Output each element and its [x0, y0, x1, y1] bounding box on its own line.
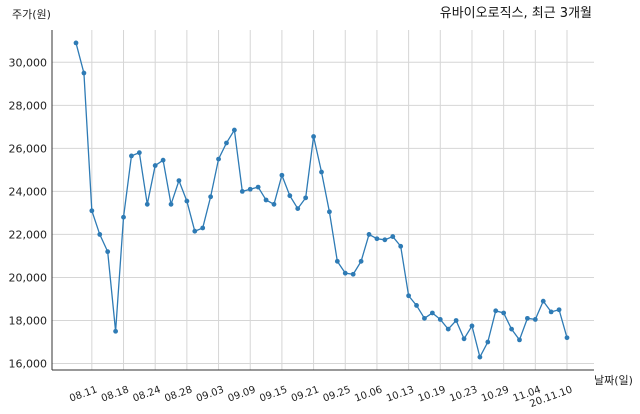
y-tick-label: 26,000 — [9, 142, 48, 155]
data-point — [247, 186, 253, 192]
data-point — [461, 336, 467, 342]
chart-title: 유바이오로직스, 최근 3개월 — [440, 6, 592, 21]
data-point — [216, 156, 221, 162]
data-point — [422, 315, 427, 321]
x-tick-label: 09.25 — [322, 384, 353, 404]
data-point — [493, 308, 499, 314]
data-point — [525, 315, 530, 321]
data-point — [406, 293, 412, 299]
data-point — [239, 188, 245, 194]
data-point — [358, 258, 364, 264]
axes — [51, 30, 594, 371]
data-point — [224, 140, 229, 146]
x-tick-label: 10.29 — [480, 384, 511, 404]
y-tick-label: 16,000 — [9, 358, 48, 371]
data-point — [73, 40, 79, 46]
y-tick-label: 18,000 — [9, 315, 48, 328]
data-point — [342, 270, 348, 276]
grid — [52, 30, 594, 370]
x-tick-label: 09.09 — [227, 384, 258, 404]
data-point — [517, 337, 522, 343]
x-axis-title: 날짜(일) — [594, 373, 633, 387]
data-point — [414, 303, 419, 308]
y-tick-label: 28,000 — [9, 99, 48, 112]
data-point — [231, 127, 237, 133]
y-axis-title: 주가(원) — [12, 8, 51, 21]
x-tick-label: 09.15 — [258, 384, 289, 404]
data-point — [97, 232, 103, 237]
y-tick-label: 22,000 — [9, 228, 48, 241]
data-point — [144, 201, 150, 207]
data-point — [429, 310, 435, 316]
data-point — [453, 318, 459, 323]
data-point — [469, 323, 475, 329]
data-point — [113, 328, 118, 334]
data-point — [263, 197, 269, 203]
data-point — [485, 339, 491, 345]
tick-labels: 16,000 18,000 20,000 22,000 24,000 26,000 28,0… — [9, 56, 575, 410]
data-point — [564, 335, 570, 341]
data-point — [350, 271, 356, 277]
data-point — [540, 298, 546, 304]
data-point — [105, 249, 111, 255]
data-point — [287, 193, 293, 199]
data-point — [152, 163, 158, 168]
data-point — [548, 309, 554, 315]
data-point — [192, 228, 198, 234]
data-point — [160, 157, 166, 163]
data-point — [121, 214, 126, 220]
data-point — [255, 184, 261, 190]
series-line — [75, 42, 568, 359]
data-point — [445, 326, 451, 332]
y-tick-label: 24,000 — [9, 185, 48, 198]
y-tick-label: 30,000 — [9, 56, 48, 69]
data-point — [477, 354, 483, 360]
data-point — [366, 232, 372, 237]
data-point — [398, 243, 404, 249]
data-point — [509, 326, 514, 332]
data-point — [334, 258, 340, 264]
data-point — [176, 178, 182, 184]
data-point — [390, 234, 396, 239]
x-tick-label: 10.13 — [385, 384, 416, 404]
data-point — [208, 194, 214, 200]
data-point — [136, 150, 142, 156]
data-point — [303, 195, 309, 201]
data-point — [129, 153, 134, 159]
data-point — [556, 307, 562, 313]
data-point — [89, 208, 95, 214]
x-tick-label: 10.19 — [417, 384, 448, 404]
data-point — [501, 310, 507, 316]
x-tick-label: 10.06 — [353, 384, 384, 404]
data-point — [532, 317, 538, 322]
x-tick-label: 08.11 — [68, 384, 99, 404]
series-price — [73, 40, 570, 360]
x-tick-label: 09.03 — [195, 384, 226, 404]
data-point — [271, 201, 277, 207]
data-point — [319, 169, 324, 175]
data-point — [295, 206, 301, 212]
data-point — [81, 70, 87, 76]
data-point — [279, 172, 285, 178]
x-tick-label: 08.18 — [100, 384, 131, 404]
data-point — [437, 317, 443, 322]
x-tick-label: 08.28 — [163, 384, 194, 404]
data-point — [184, 198, 190, 204]
data-point — [382, 237, 388, 243]
data-point — [168, 201, 174, 207]
x-tick-label: 10.23 — [448, 384, 479, 404]
data-point — [200, 225, 206, 231]
x-tick-label: 09.21 — [290, 384, 321, 404]
data-point — [374, 236, 380, 242]
data-point — [311, 134, 316, 139]
x-tick-label: 08.24 — [132, 384, 163, 404]
y-tick-label: 20,000 — [9, 271, 48, 284]
data-point — [327, 209, 332, 215]
